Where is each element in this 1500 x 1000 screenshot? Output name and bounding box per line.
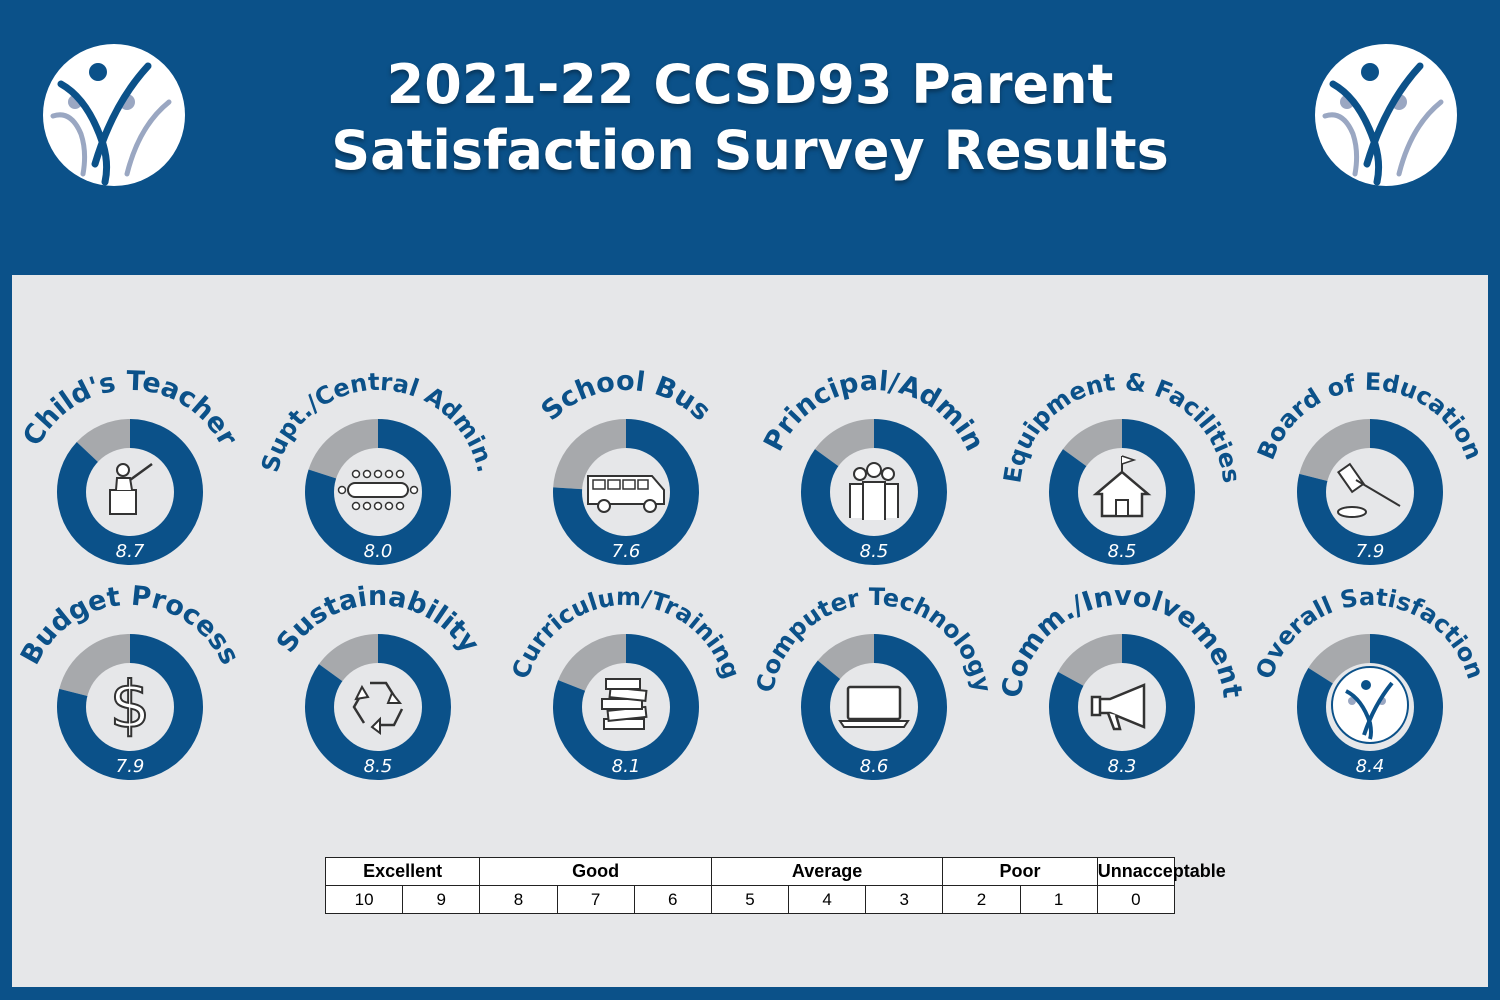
- scale-value: 6: [633, 885, 712, 914]
- score-segment: [801, 419, 947, 565]
- scale-value: 10: [324, 885, 404, 914]
- score-value: 8.3: [1108, 756, 1137, 777]
- remainder-segment: [558, 634, 627, 692]
- conference-table-icon: [337, 469, 419, 511]
- score-segment: [553, 634, 699, 780]
- scale-value: 3: [865, 885, 944, 914]
- scale-value: 7: [556, 885, 635, 914]
- remainder-segment: [59, 634, 131, 697]
- scale-value: 8: [479, 885, 558, 914]
- score-value: 8.5: [1108, 541, 1137, 562]
- remainder-segment: [814, 419, 875, 468]
- rating-scale-legend: Excellent Good Average Poor Unnacceptabl…: [324, 857, 1226, 914]
- score-value: 7.9: [116, 756, 145, 777]
- teacher-icon: [109, 462, 153, 515]
- donut-center: [1326, 448, 1414, 536]
- ccsd93-logo-icon: [1315, 44, 1457, 186]
- scale-value: 0: [1096, 885, 1176, 914]
- svg-text:$: $: [110, 669, 151, 743]
- scale-value: 2: [942, 885, 1021, 914]
- donut-center: [334, 663, 422, 751]
- remainder-segment: [553, 419, 627, 491]
- header: 2021-22 CCSD93 Parent Satisfaction Surve…: [0, 0, 1500, 275]
- score-segment: [1297, 419, 1443, 565]
- school-bus-icon: [587, 475, 665, 513]
- remainder-segment: [1299, 419, 1371, 482]
- score-segment: [57, 634, 203, 780]
- score-value: 8.7: [116, 541, 145, 562]
- score-value: 8.0: [364, 541, 393, 562]
- title-line-2: Satisfaction Survey Results: [331, 118, 1169, 182]
- score-segment: [1297, 634, 1443, 780]
- scale-value: 1: [1019, 885, 1098, 914]
- scale-value: 9: [402, 885, 481, 914]
- dollar-icon: $: [109, 668, 152, 744]
- page-title: 2021-22 CCSD93 Parent Satisfaction Surve…: [250, 52, 1250, 184]
- remainder-segment: [1308, 634, 1371, 685]
- title-line-1: 2021-22 CCSD93 Parent: [386, 53, 1114, 116]
- score-segment: [305, 419, 451, 565]
- scale-value: 5: [710, 885, 790, 914]
- score-value: 7.6: [612, 541, 641, 562]
- ccsd93-logo-icon: [43, 44, 185, 186]
- gavel-icon: [1336, 462, 1401, 518]
- remainder-segment: [318, 634, 379, 683]
- score-segment: [305, 634, 451, 780]
- category-label: School Bus: [536, 366, 717, 427]
- score-value: 7.9: [1356, 541, 1385, 562]
- remainder-segment: [817, 634, 875, 681]
- score-segment: [1049, 634, 1195, 780]
- scale-group-poor: Poor: [942, 857, 1098, 886]
- score-segment: [801, 634, 947, 780]
- score-segment: [57, 419, 203, 565]
- score-value: 8.5: [364, 756, 393, 777]
- scale-group-unacceptable: Unnacceptable: [1096, 857, 1226, 886]
- recycle-icon: [352, 681, 404, 735]
- remainder-segment: [308, 419, 379, 480]
- score-value: 8.4: [1356, 756, 1385, 777]
- people-group-icon: [849, 462, 899, 520]
- books-icon: [601, 678, 648, 730]
- megaphone-icon: [1090, 683, 1146, 731]
- schoolhouse-icon: [1092, 455, 1152, 518]
- donut-chart: 7.6 School Bus: [536, 366, 717, 565]
- remainder-segment: [76, 419, 131, 464]
- ccsd93-logo-icon: [1331, 666, 1409, 744]
- laptop-icon: [838, 685, 910, 728]
- scale-group-good: Good: [479, 857, 712, 886]
- remainder-segment: [1058, 634, 1123, 687]
- donut-center: [86, 663, 174, 751]
- score-value: 8.6: [860, 756, 889, 777]
- scale-group-excellent: Excellent: [324, 857, 481, 886]
- score-segment: [553, 419, 699, 565]
- score-segment: [1049, 419, 1195, 565]
- scale-group-average: Average: [710, 857, 944, 886]
- scale-value: 4: [788, 885, 867, 914]
- score-value: 8.1: [612, 756, 641, 777]
- remainder-segment: [1062, 419, 1123, 468]
- score-value: 8.5: [860, 541, 889, 562]
